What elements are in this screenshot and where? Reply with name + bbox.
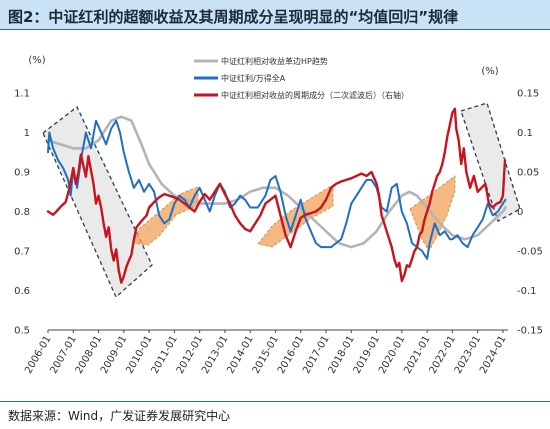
- series-layer: [46, 107, 507, 284]
- right-tick-label: -0.1: [517, 286, 537, 297]
- source-divider: [0, 401, 550, 402]
- right-tick-label: 0.05: [517, 168, 539, 179]
- left-tick-label: 0.9: [14, 168, 30, 179]
- left-axis-unit: (%): [28, 55, 45, 66]
- right-tick-label: -0.05: [517, 247, 543, 258]
- right-tick-label: 0.1: [517, 128, 533, 139]
- legend: 中证红利相对收益革边HP趋势 中证红利/万得全A 中证红利相对收益的周期成分（二…: [194, 56, 409, 100]
- left-tick-label: 0.5: [14, 326, 30, 337]
- title-bar: 图2：中证红利的超额收益及其周期成分呈现明显的“均值回归”规律: [0, 0, 550, 30]
- left-tick-label: 1.1: [14, 89, 30, 100]
- left-tick-label: 1: [24, 128, 30, 139]
- source-note: 数据来源：Wind，广发证券发展研究中心: [8, 409, 231, 423]
- annotation-box-2022: [460, 102, 521, 222]
- left-tick-label: 0.6: [14, 286, 30, 297]
- series-line-cycle: [46, 107, 507, 284]
- right-tick-label: 0.15: [517, 89, 539, 100]
- left-tick-label: 0.7: [14, 247, 30, 258]
- legend-label-blue: 中证红利/万得全A: [221, 73, 286, 83]
- legend-label-red: 中证红利相对收益的周期成分（二次滤波后）（右轴）: [221, 90, 409, 100]
- right-axis-unit: (%): [481, 66, 498, 77]
- legend-label-gray: 中证红利相对收益革边HP趋势: [221, 56, 328, 66]
- chart-area: 1.1 1 0.9 0.8 0.7 0.6 0.5 (%) 0.15 0.1 0.05 0 -0.05 -…: [14, 55, 543, 376]
- series-line-ratio: [47, 119, 507, 260]
- right-tick-label: -0.15: [517, 326, 543, 337]
- right-tick-label: 0: [517, 207, 523, 218]
- series-line-trend: [46, 115, 507, 249]
- left-tick-label: 0.8: [14, 207, 30, 218]
- chart-title: 图2：中证红利的超额收益及其周期成分呈现明显的“均值回归”规律: [8, 8, 459, 26]
